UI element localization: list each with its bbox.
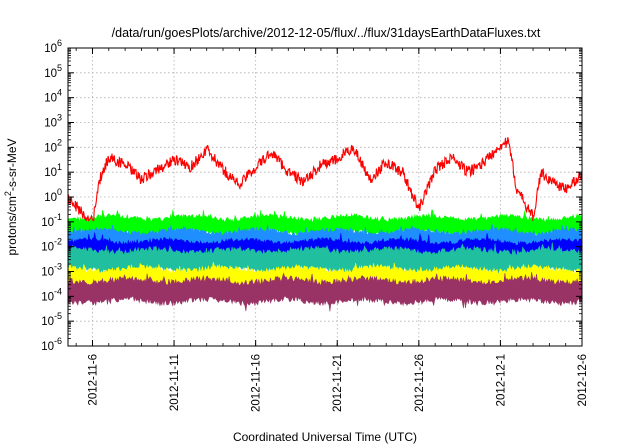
- y-tick-label: 10-4: [41, 286, 62, 303]
- y-tick-label: 106: [44, 38, 62, 55]
- y-tick-base: 10: [44, 167, 57, 179]
- y-tick-exponent: 2: [57, 137, 62, 147]
- y-tick-base: 10: [41, 291, 54, 303]
- y-tick-base: 10: [41, 267, 54, 279]
- series-group: [67, 137, 583, 312]
- y-tick-label: 10-3: [41, 262, 62, 279]
- x-tick-label: 2012-11-16: [251, 354, 263, 412]
- x-tick-label: 2012-11-26: [414, 354, 426, 412]
- y-axis-label-post: -s-sr-MeV: [5, 138, 19, 191]
- y-tick-label: 10-2: [41, 237, 62, 254]
- y-tick-base: 10: [44, 142, 57, 154]
- y-axis-label-pre: protons/cm: [5, 196, 19, 255]
- y-tick-label: 100: [44, 187, 62, 204]
- y-tick-base: 10: [44, 118, 57, 130]
- y-tick-exponent: -2: [54, 237, 62, 247]
- y-axis-ticks: 10610510410310210110010-110-210-310-410-…: [41, 38, 582, 353]
- y-tick-exponent: 0: [57, 187, 62, 197]
- y-tick-exponent: -3: [54, 262, 62, 272]
- y-tick-label: 101: [44, 162, 62, 179]
- x-tick-label: 2012-12-1: [495, 354, 507, 406]
- y-tick-label: 102: [44, 137, 62, 154]
- x-tick-label: 2012-11-21: [332, 354, 344, 412]
- x-tick-label: 2012-12-6: [577, 354, 589, 406]
- x-axis-label: Coordinated Universal Time (UTC): [233, 430, 417, 444]
- y-tick-exponent: -4: [54, 286, 62, 296]
- y-tick-base: 10: [44, 93, 57, 105]
- y-tick-exponent: -6: [54, 336, 62, 346]
- y-tick-label: 103: [44, 113, 62, 130]
- y-axis-label: protons/cm2-s-sr-MeV: [3, 138, 19, 255]
- chart-title: /data/run/goesPlots/archive/2012-12-05/f…: [112, 26, 541, 40]
- y-tick-base: 10: [41, 341, 54, 353]
- x-axis-ticks: 2012-11-6 2012-11-11 2012-11-16 2012-11-21 2…: [75, 48, 589, 412]
- y-axis-label-sup: 2: [3, 191, 13, 196]
- y-tick-exponent: -5: [54, 311, 62, 321]
- y-tick-label: 10-5: [41, 311, 62, 328]
- y-tick-label: 104: [44, 88, 62, 105]
- y-tick-base: 10: [41, 217, 54, 229]
- y-tick-base: 10: [44, 192, 57, 204]
- y-tick-exponent: 1: [57, 162, 62, 172]
- y-tick-label: 10-6: [41, 336, 62, 353]
- y-tick-base: 10: [44, 43, 57, 55]
- y-tick-base: 10: [41, 242, 54, 254]
- y-tick-base: 10: [44, 68, 57, 80]
- y-tick-label: 10-1: [41, 212, 62, 229]
- x-tick-label: 2012-11-11: [169, 354, 181, 411]
- flux-line-red: [67, 137, 583, 222]
- y-tick-exponent: -1: [54, 212, 62, 222]
- y-tick-exponent: 6: [57, 38, 62, 48]
- x-tick-label: 2012-11-6: [87, 354, 99, 406]
- y-tick-exponent: 3: [57, 113, 62, 123]
- y-tick-label: 105: [44, 63, 62, 80]
- y-tick-exponent: 4: [57, 88, 62, 98]
- y-tick-base: 10: [41, 316, 54, 328]
- y-tick-exponent: 5: [57, 63, 62, 73]
